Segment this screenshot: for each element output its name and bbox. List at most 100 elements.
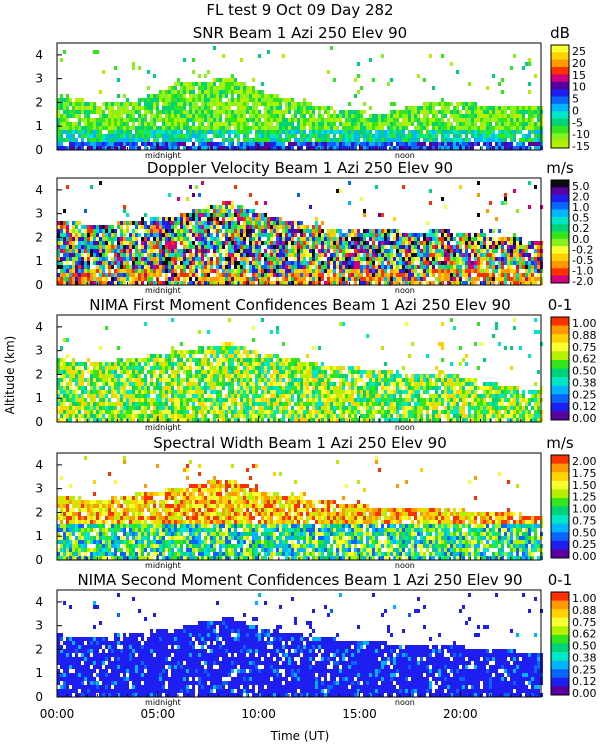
heatmap-cell [318, 110, 321, 114]
heatmap-cell [468, 126, 471, 130]
heatmap-cell [213, 78, 216, 82]
heatmap-cell [159, 269, 162, 273]
heatmap-cell [141, 249, 144, 253]
heatmap-cell [351, 273, 354, 277]
heatmap-cell [501, 201, 504, 205]
heatmap-cell [318, 225, 321, 229]
heatmap-cell [480, 245, 483, 249]
heatmap-cell [252, 233, 255, 237]
heatmap-cell [432, 245, 435, 249]
heatmap-cell [156, 273, 159, 277]
heatmap-cell [333, 78, 336, 82]
heatmap-cell [480, 273, 483, 277]
heatmap-cell [216, 130, 219, 134]
heatmap-cell [501, 265, 504, 269]
heatmap-cell [141, 134, 144, 138]
heatmap-cell [297, 269, 300, 273]
heatmap-cell [384, 142, 387, 146]
heatmap-cell [432, 281, 435, 285]
heatmap-cell [411, 277, 414, 281]
heatmap-cell [156, 134, 159, 138]
heatmap-cell [177, 114, 180, 118]
heatmap-cell [240, 118, 243, 122]
heatmap-cell [177, 257, 180, 261]
heatmap-cell [255, 130, 258, 134]
heatmap-cell [486, 86, 489, 90]
heatmap-cell [252, 281, 255, 285]
heatmap-cell [312, 273, 315, 277]
heatmap-cell [537, 142, 540, 146]
heatmap-cell [279, 114, 282, 118]
heatmap-cell [168, 358, 171, 362]
heatmap-cell [159, 237, 162, 241]
heatmap-cell [189, 98, 192, 102]
heatmap-cell [321, 134, 324, 138]
heatmap-cell [138, 134, 141, 138]
heatmap-cell [390, 245, 393, 249]
heatmap-cell [171, 86, 174, 90]
heatmap-cell [114, 249, 117, 253]
heatmap-cell [105, 118, 108, 122]
heatmap-cell [168, 241, 171, 245]
heatmap-cell [249, 253, 252, 257]
heatmap-cell [150, 418, 153, 422]
heatmap-cell [201, 221, 204, 225]
heatmap-cell [441, 229, 444, 233]
heatmap-cell [78, 106, 81, 110]
heatmap-cell [279, 245, 282, 249]
heatmap-cell [162, 394, 165, 398]
heatmap-cell [243, 273, 246, 277]
heatmap-cell [258, 217, 261, 221]
heatmap-cell [402, 122, 405, 126]
heatmap-cell [135, 142, 138, 146]
heatmap-cell [444, 261, 447, 265]
heatmap-cell [264, 102, 267, 106]
heatmap-cell [246, 217, 249, 221]
heatmap-cell [375, 122, 378, 126]
heatmap-cell [264, 273, 267, 277]
heatmap-cell [288, 98, 291, 102]
heatmap-cell [81, 386, 84, 390]
heatmap-cell [90, 269, 93, 273]
heatmap-cell [441, 245, 444, 249]
heatmap-cell [432, 122, 435, 126]
heatmap-cell [327, 233, 330, 237]
heatmap-cell [507, 269, 510, 273]
heatmap-cell [447, 138, 450, 142]
heatmap-cell [84, 142, 87, 146]
heatmap-cell [276, 237, 279, 241]
heatmap-cell [102, 418, 105, 422]
heatmap-cell [267, 94, 270, 98]
heatmap-cell [468, 106, 471, 110]
heatmap-cell [450, 253, 453, 257]
heatmap-cell [153, 122, 156, 126]
heatmap-cell [216, 245, 219, 249]
heatmap-cell [417, 281, 420, 285]
heatmap-cell [144, 142, 147, 146]
heatmap-cell [159, 130, 162, 134]
heatmap-cell [273, 257, 276, 261]
heatmap-cell [264, 281, 267, 285]
heatmap-cell [162, 366, 165, 370]
heatmap-cell [438, 229, 441, 233]
heatmap-cell [174, 98, 177, 102]
heatmap-cell [189, 118, 192, 122]
heatmap-cell [396, 134, 399, 138]
heatmap-cell [225, 237, 228, 241]
heatmap-cell [111, 245, 114, 249]
heatmap-cell [93, 418, 96, 422]
heatmap-cell [219, 205, 222, 209]
heatmap-cell [522, 110, 525, 114]
heatmap-cell [96, 366, 99, 370]
heatmap-cell [69, 362, 72, 366]
heatmap-cell [117, 221, 120, 225]
heatmap-cell [177, 229, 180, 233]
heatmap-cell [63, 418, 66, 422]
heatmap-cell [333, 233, 336, 237]
heatmap-cell [144, 221, 147, 225]
heatmap-cell [495, 142, 498, 146]
heatmap-cell [477, 142, 480, 146]
heatmap-cell [60, 418, 63, 422]
heatmap-cell [444, 134, 447, 138]
heatmap-cell [186, 273, 189, 277]
